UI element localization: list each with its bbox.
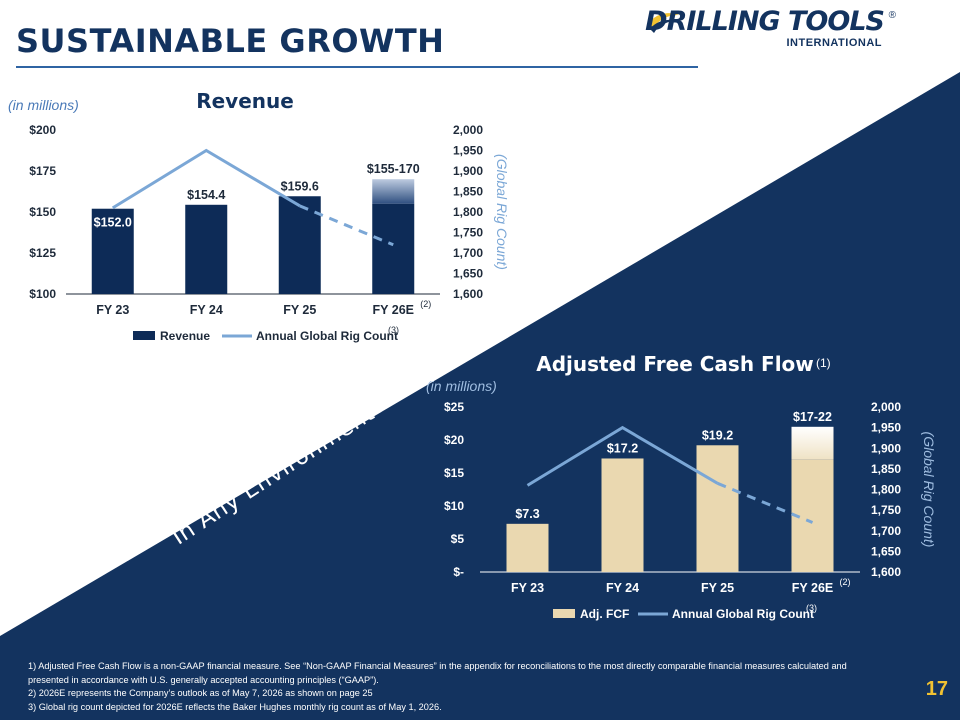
title-underline [16,66,698,68]
y2-tick-label: 1,700 [453,246,483,260]
y-tick-label: $150 [29,205,56,219]
bar [278,196,321,294]
x-tick-label: FY 23 [511,581,544,595]
x-tick-label: FY 24 [606,581,639,595]
rig-count-line [111,148,301,210]
legend-line-footnote-ref: (3) [388,325,399,335]
data-label: $155-170 [367,162,420,176]
footnote-1: 1) Adjusted Free Cash Flow is a non-GAAP… [28,661,847,671]
y2-tick-label: 1,700 [871,524,901,538]
y-tick-label: $175 [29,164,56,178]
data-label: $17-22 [793,410,832,424]
x-tick-label: FY 26E [373,303,414,317]
y-tick-label: $100 [29,287,56,301]
x-tick-label: FY 25 [283,303,316,317]
data-label: $159.6 [281,179,319,193]
y-tick-label: $25 [444,400,464,414]
data-label: $19.2 [702,428,733,442]
bar [91,208,134,294]
data-label: $152.0 [94,216,132,230]
y2-tick-label: 1,650 [871,544,901,558]
y2-tick-label: 1,850 [871,462,901,476]
company-logo-name: DRILLING TOOLS [645,6,885,37]
y2-tick-label: 1,800 [871,483,901,497]
y-tick-label: $5 [451,532,465,546]
legend-line-label: Annual Global Rig Count [672,607,814,621]
y-tick-label: $200 [29,123,56,137]
y2-tick-label: 1,900 [871,441,901,455]
logo-registered-mark: ® [888,10,896,21]
chart-title: Adjusted Free Cash Flow [536,352,814,376]
y2-tick-label: 1,950 [453,144,483,158]
x-tick-label: FY 23 [96,303,129,317]
y2-axis-title: (Global Rig Count) [921,432,937,548]
chart-title: Revenue [196,89,294,113]
footnote-2: 2) 2026E represents the Company’s outloo… [28,688,373,698]
bar [601,458,644,572]
footnote-3: 3) Global rig count depicted for 2026E r… [28,701,442,712]
data-label: $154.4 [187,188,225,202]
legend-bar-label: Revenue [160,329,210,343]
y-tick-label: $10 [444,499,464,513]
legend-line-footnote-ref: (3) [806,603,817,613]
bar [506,523,549,572]
data-label: $17.2 [607,441,638,455]
company-logo-subtitle: INTERNATIONAL [786,37,882,49]
chart-title-footnote-ref: (1) [816,356,831,370]
unit-note: (in millions) [426,378,497,394]
x-tick-label: FY 25 [701,581,734,595]
y2-tick-label: 1,650 [453,267,483,281]
x-tick-footnote-ref: (2) [420,299,431,309]
data-label: $7.3 [515,507,539,521]
legend-line-label: Annual Global Rig Count [256,329,398,343]
x-tick-footnote-ref: (2) [840,577,851,587]
rig-count-line [526,425,719,487]
rig-count-line-forecast [299,204,394,247]
company-logo-icon [648,13,679,33]
y2-tick-label: 1,600 [871,565,901,579]
legend-bar-swatch [133,331,155,340]
y2-tick-label: 1,600 [453,287,483,301]
footnote-1-continued: presented in accordance with U.S. genera… [28,674,379,685]
y2-tick-label: 1,900 [453,164,483,178]
unit-note: (in millions) [8,97,79,113]
bar [696,445,739,572]
y-tick-label: $20 [444,433,464,447]
y-tick-label: $- [453,565,464,579]
y2-tick-label: 1,850 [453,185,483,199]
legend-bar-swatch [553,609,575,618]
x-tick-label: FY 24 [190,303,223,317]
y2-axis-title: (Global Rig Count) [494,154,510,270]
y2-tick-label: 2,000 [871,400,901,414]
y2-tick-label: 1,750 [453,226,483,240]
bar [372,203,415,294]
page-title: SUSTAINABLE GROWTH [16,22,445,60]
y2-tick-label: 1,750 [871,503,901,517]
bar-range-segment [372,179,415,204]
y-tick-label: $125 [29,246,56,260]
y2-tick-label: 2,000 [453,123,483,137]
legend-bar-label: Adj. FCF [580,607,629,621]
x-tick-label: FY 26E [792,581,833,595]
page-number: 17 [925,678,948,700]
y2-tick-label: 1,800 [453,205,483,219]
bar [185,204,228,294]
y-tick-label: $15 [444,466,464,480]
footnotes: 1) Adjusted Free Cash Flow is a non-GAAP… [28,660,908,714]
rig-count-line-forecast [716,481,814,524]
bar-range-segment [791,426,834,460]
y2-tick-label: 1,950 [871,421,901,435]
